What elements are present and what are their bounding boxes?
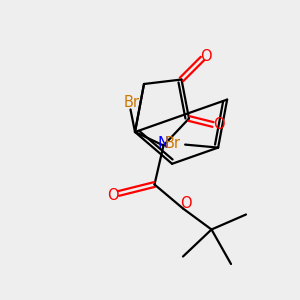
Text: Br: Br bbox=[164, 136, 181, 151]
Text: Br: Br bbox=[124, 95, 140, 110]
Text: O: O bbox=[200, 50, 211, 64]
Text: O: O bbox=[213, 117, 225, 132]
Text: O: O bbox=[180, 196, 192, 211]
Text: O: O bbox=[107, 188, 118, 202]
Text: N: N bbox=[158, 136, 169, 151]
